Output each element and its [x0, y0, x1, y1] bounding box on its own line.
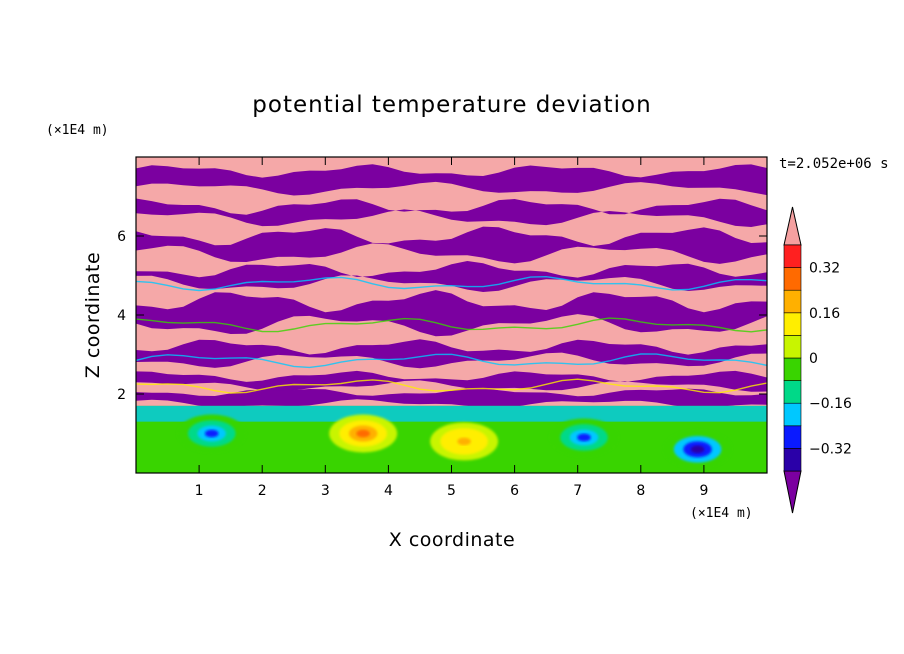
cold-layer-band [136, 261, 767, 292]
cold-layer-band [136, 226, 767, 264]
colorbar-box [783, 380, 802, 404]
y-tick-label: 2 [117, 387, 126, 403]
colorbar-box [783, 402, 802, 427]
layer-edge [136, 317, 767, 333]
colorbar: 0.32 0.16 0 −0.16 −0.32 [783, 206, 852, 514]
time-label: t=2.052e+06 s [779, 156, 889, 172]
plot-area [136, 157, 767, 473]
x-tick-label: 6 [510, 483, 519, 499]
cold-layer-band [136, 290, 767, 337]
x-tick-label: 9 [699, 483, 708, 499]
colorbar-tick-label: −0.16 [809, 396, 852, 412]
layer-edge [136, 353, 767, 369]
colorbar-box [783, 289, 802, 314]
y-axis: 2 4 6 [117, 229, 767, 403]
cold-layer-band [136, 198, 767, 227]
x-unit-label: (×1E4 m) [690, 506, 753, 521]
layer-edge [136, 275, 767, 292]
colorbar-box [783, 448, 802, 472]
layer-edge [136, 378, 767, 394]
z-unit-label: (×1E4 m) [46, 123, 109, 138]
colorbar-tick-label: 0.16 [809, 306, 840, 322]
x-tick-label: 4 [384, 483, 393, 499]
x-axis: 1 2 3 4 5 6 7 8 9 [195, 157, 708, 499]
x-tick-label: 3 [321, 483, 330, 499]
colorbar-tick-label: 0 [809, 351, 818, 367]
cold-layer-band [136, 370, 767, 392]
x-tick-label: 7 [573, 483, 582, 499]
colorbar-box [783, 425, 802, 449]
y-tick-label: 6 [117, 229, 126, 245]
x-tick-label: 2 [258, 483, 267, 499]
colorbar-box [783, 335, 802, 359]
eddy-feature [356, 429, 370, 438]
colorbar-extend-high [783, 206, 802, 246]
eddy-feature [204, 429, 219, 438]
chart-title: potential temperature deviation [252, 92, 651, 118]
colorbar-box [783, 244, 802, 268]
x-tick-label: 5 [447, 483, 456, 499]
colorbar-tick-label: 0.32 [809, 261, 840, 277]
eddy-feature [690, 445, 705, 454]
x-axis-label: X coordinate [389, 529, 515, 551]
y-axis-label: Z coordinate [82, 252, 104, 378]
eddy-feature [577, 433, 591, 442]
x-tick-label: 8 [636, 483, 645, 499]
lower-layer-top [136, 405, 767, 422]
colorbar-box [783, 267, 802, 291]
x-tick-label: 1 [195, 483, 204, 499]
cold-layer-band [136, 164, 767, 196]
cold-layer-band [136, 387, 767, 409]
colorbar-box [783, 357, 802, 381]
y-tick-label: 4 [117, 308, 126, 324]
eddy-feature [457, 437, 471, 446]
colorbar-tick-label: −0.32 [809, 441, 852, 457]
colorbar-extend-low [783, 470, 802, 514]
colorbar-box [783, 312, 802, 336]
